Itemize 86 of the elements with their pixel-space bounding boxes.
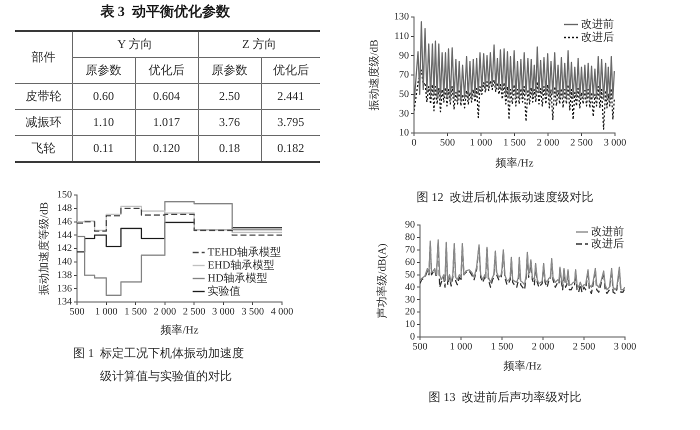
y-tick-label: 140 [57,256,72,268]
legend-label: EHD轴承模型 [208,258,274,272]
y-tick-label: 144 [57,230,72,241]
text: 皮带轮 [15,84,72,110]
y-tick-label: 50 [399,88,409,100]
x-tick-label: 500 [70,306,84,318]
legend-label: 实验值 [208,284,241,298]
text: 2.441 [261,84,320,110]
x-tick-label: 2 500 [572,342,596,353]
text: 0.182 [261,136,320,162]
y-tick-label: 40 [405,282,415,293]
text: 原参数 [72,58,135,84]
y-tick-label: 60 [405,256,415,268]
text: 原参数 [198,58,262,84]
x-tick-label: 2 000 [532,342,554,353]
y-axis-title: 振动加速度等级/dB [37,202,50,295]
x-tick-label: 1 500 [490,342,514,353]
y-tick-label: 150 [57,190,72,201]
x-tick-label: 3 000 [614,342,636,353]
y-axis-title: 声功率级/dB(A) [375,243,388,319]
y-tick-label: 142 [57,243,72,254]
y-tick-label: 80 [405,232,415,244]
text: Z 方向 [198,31,320,58]
x-axis-title: 频率/Hz [160,323,199,336]
text: 2.50 [198,84,262,110]
text: 3.76 [198,110,262,136]
y-tick-label: 134 [57,296,72,308]
x-tick-label: 3 000 [212,306,235,318]
text: 优化后 [261,58,320,84]
y-axis-title: 振动速度级/dB [367,40,380,110]
y-tick-label: 138 [57,270,72,281]
y-tick-label: 90 [399,50,409,62]
legend-label: 改进前 [591,224,624,238]
y-tick-label: 146 [57,216,72,228]
y-tick-label: 148 [57,203,72,214]
x-tick-label: 2 000 [154,306,176,318]
y-tick-label: 30 [399,108,409,120]
y-tick-label: 10 [405,319,415,330]
text: 0.120 [135,136,198,162]
x-axis-title: 频率/Hz [504,359,542,372]
x-tick-label: 2 500 [570,138,593,149]
y-tick-label: 90 [405,220,415,231]
text: 图 12 改进后机体振动速度级对比 [416,189,594,206]
y-tick-label: 130 [394,12,409,23]
text: 0.60 [72,84,135,110]
text: 1.10 [72,110,135,136]
text: 0.18 [198,136,262,162]
x-tick-label: 500 [412,342,428,353]
x-tick-label: 500 [440,138,455,149]
x-tick-label: 1 500 [124,306,147,318]
text: 表 3 动平衡优化参数 [99,3,231,21]
y-tick-label: 0 [410,332,415,343]
text: 1.017 [135,110,198,136]
text: 3.795 [261,110,320,136]
x-tick-label: 3 500 [241,306,264,318]
x-tick-label: 2 500 [182,306,206,318]
text: 飞轮 [15,136,72,162]
y-tick-label: 110 [394,30,409,42]
legend-label: TEHD轴承模型 [208,245,281,258]
x-tick-label: 4 000 [270,306,294,318]
legend-label: 改进前 [581,17,614,30]
y-tick-label: 70 [399,70,409,81]
text: 0.604 [135,84,198,110]
y-tick-label: 30 [405,294,415,306]
x-tick-label: 1 000 [95,306,118,318]
x-tick-label: 1 000 [450,342,472,353]
legend-label: HD轴承模型 [208,271,268,284]
x-tick-label: 2 000 [536,138,560,149]
legend-label: 改进后 [591,236,624,250]
text: 0.11 [72,136,135,162]
legend-label: 改进后 [581,30,614,44]
y-tick-label: 20 [405,306,415,318]
text: Y 方向 [72,31,198,58]
y-tick-label: 10 [399,128,409,139]
y-tick-label: 50 [405,269,415,280]
text: 优化后 [135,58,198,84]
x-axis-title: 频率/Hz [496,156,534,170]
x-tick-label: 1 000 [470,138,492,149]
text: 图 13 改进前后声功率级对比 [428,389,582,406]
text: 图 1 标定工况下机体振动加速度级计算值与实验值的对比 [73,345,245,385]
text: 减振环 [15,110,72,136]
y-tick-label: 70 [405,244,415,256]
text: 部件 [15,31,72,84]
x-tick-label: 3 000 [604,138,626,149]
x-tick-label: 1 500 [503,138,526,149]
y-tick-label: 136 [57,283,72,294]
